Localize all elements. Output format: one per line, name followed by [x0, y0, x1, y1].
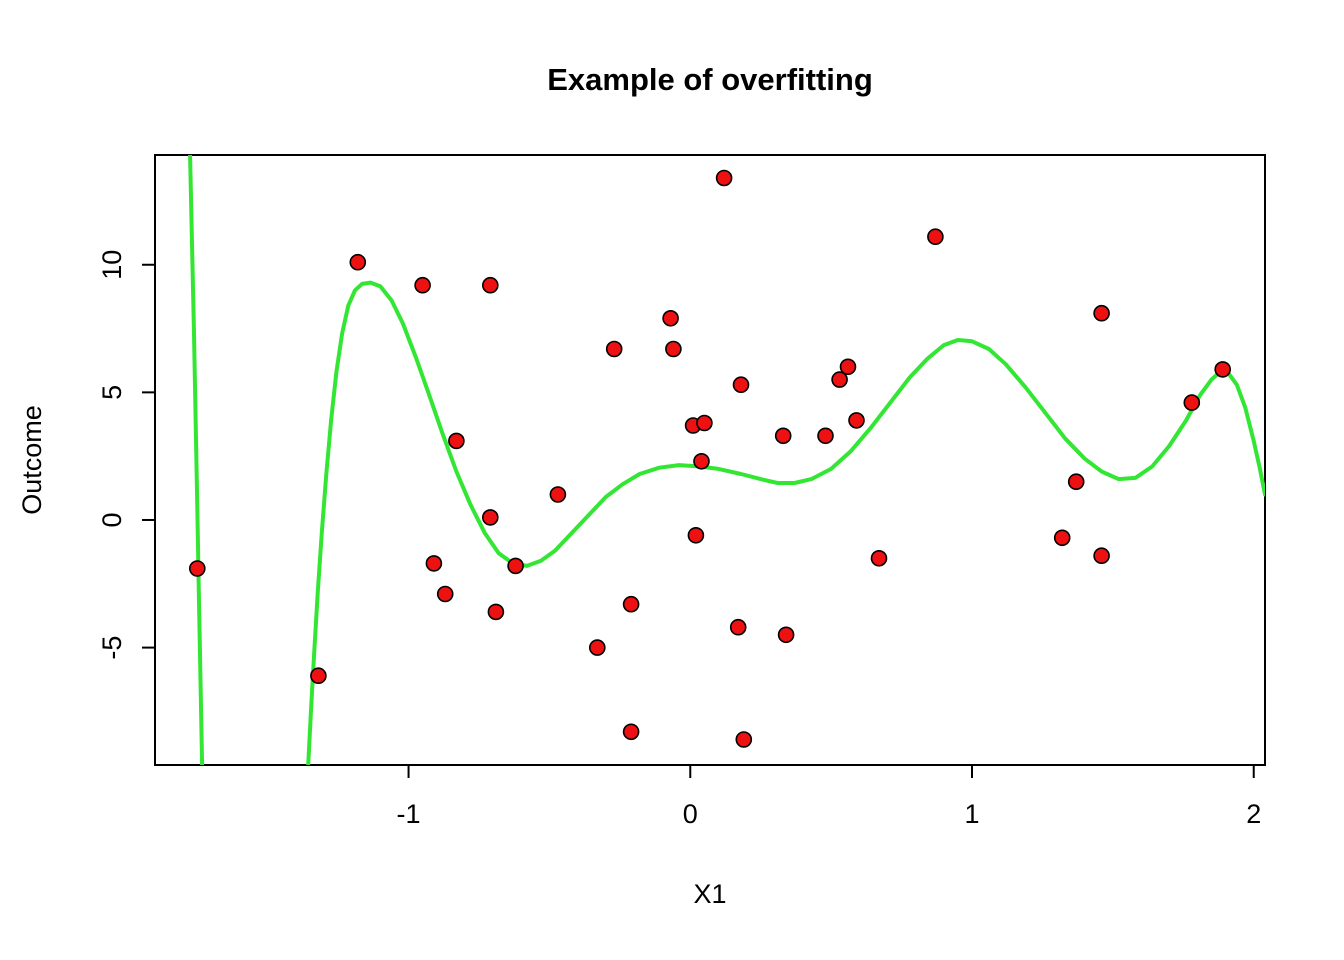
x-tick-label: -1	[397, 799, 421, 829]
data-point	[777, 626, 795, 644]
y-axis-ticks: -5 0 5 10	[97, 250, 155, 660]
y-tick-label: 0	[97, 512, 127, 527]
data-point	[349, 253, 367, 271]
data-point	[481, 509, 499, 526]
data-point	[735, 731, 753, 748]
data-point	[729, 618, 747, 636]
x-tick-label: 2	[1246, 799, 1261, 829]
data-point	[1067, 473, 1085, 491]
data-point	[774, 427, 792, 445]
data-point	[1214, 361, 1231, 378]
fit-curve	[188, 155, 205, 765]
x-tick-label: 1	[964, 799, 979, 829]
data-point	[839, 358, 857, 376]
fit-curve-group	[188, 155, 1265, 765]
data-point	[189, 560, 206, 577]
data-point	[481, 276, 499, 294]
data-point	[507, 557, 524, 575]
data-point	[414, 276, 431, 294]
data-point	[870, 549, 888, 567]
chart-title: Example of overfitting	[547, 62, 873, 97]
plot-frame	[154, 154, 1266, 766]
data-point	[817, 427, 834, 445]
fit-curve	[306, 280, 1265, 765]
data-point	[605, 340, 623, 358]
data-point	[696, 414, 713, 432]
data-points-group	[189, 169, 1231, 748]
data-point	[662, 309, 679, 327]
x-tick-label: 0	[683, 799, 698, 829]
data-point	[732, 376, 750, 394]
x-axis-ticks: -1 0 1 2	[397, 765, 1261, 829]
data-point	[448, 432, 465, 450]
data-point	[1093, 304, 1110, 322]
data-point	[927, 228, 944, 245]
y-tick-label: 10	[97, 250, 127, 280]
y-tick-label: -5	[97, 636, 127, 660]
data-point	[549, 486, 567, 503]
data-point	[425, 555, 443, 572]
data-point	[1093, 547, 1110, 565]
data-point	[487, 603, 505, 621]
data-point	[687, 526, 705, 544]
data-point	[848, 412, 865, 429]
y-tick-label: 5	[97, 385, 127, 400]
x-axis-label: X1	[693, 879, 726, 909]
data-point	[588, 639, 606, 656]
data-point	[436, 585, 454, 603]
data-point	[1053, 529, 1071, 547]
data-point	[715, 169, 733, 187]
data-point	[622, 723, 640, 741]
data-point	[831, 371, 848, 388]
data-point	[622, 595, 640, 613]
data-point	[665, 340, 682, 358]
data-point	[310, 667, 327, 685]
data-point	[693, 452, 710, 470]
y-axis-label: Outcome	[17, 405, 47, 515]
data-point	[1183, 394, 1201, 411]
